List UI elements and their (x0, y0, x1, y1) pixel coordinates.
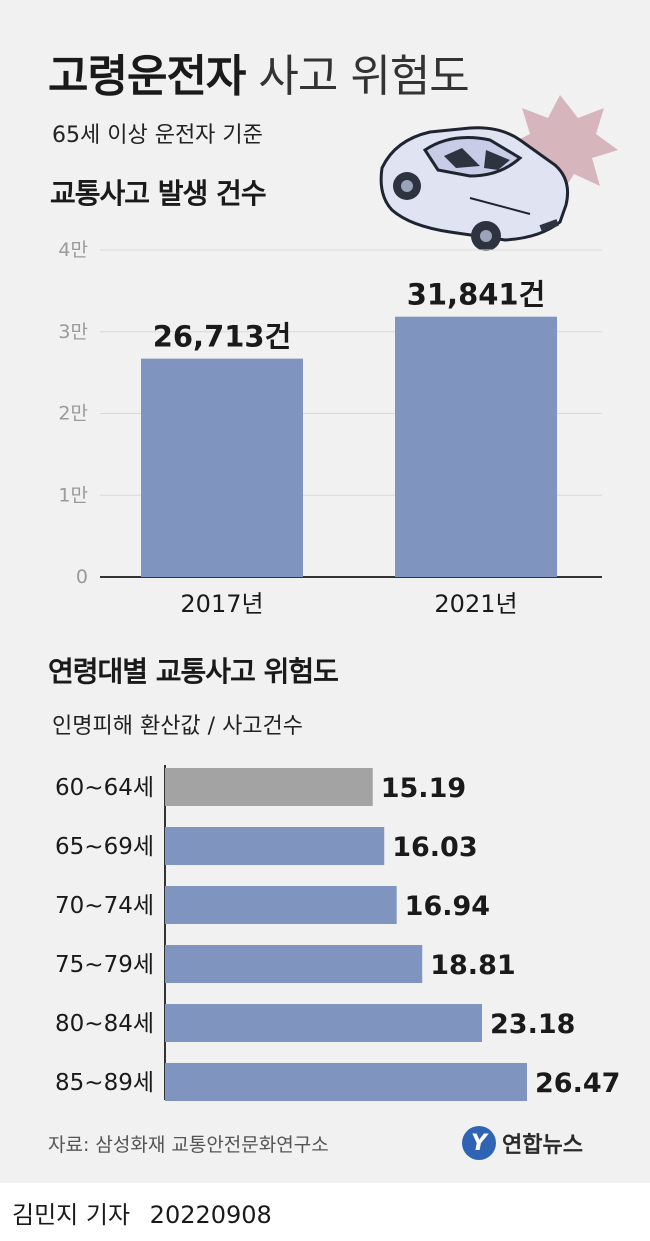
data-label: 16.03 (392, 832, 477, 863)
y-tick-label: 0 (76, 566, 88, 588)
bar (165, 1063, 527, 1101)
reporter-name: 김민지 기자 (12, 1201, 131, 1229)
data-label: 26,713건 (153, 320, 292, 354)
bar (395, 316, 557, 577)
bar (165, 768, 373, 806)
car-crash-illustration (379, 95, 618, 251)
y-tick-label: 2만 (58, 403, 88, 425)
bar (141, 358, 303, 577)
x-tick-label: 2021년 (434, 590, 517, 618)
page-subtitle: 65세 이상 운전자 기준 (52, 123, 263, 148)
y-tick-label: 3만 (58, 321, 88, 343)
data-label: 26.47 (535, 1068, 620, 1099)
bar (165, 827, 385, 865)
yonhap-logo-text: 연합뉴스 (502, 1133, 583, 1158)
data-label: 23.18 (490, 1009, 575, 1040)
x-tick-label: 2017년 (180, 590, 263, 618)
y-tick-label: 1만 (58, 484, 88, 506)
y-tick-label: 4만 (58, 239, 88, 261)
category-label: 85~89세 (55, 1070, 154, 1096)
bar (165, 886, 397, 924)
data-label: 15.19 (381, 773, 466, 804)
bar (165, 1004, 483, 1042)
publish-date: 20220908 (149, 1201, 272, 1229)
category-label: 60~64세 (55, 775, 154, 801)
title-light: 사고 위험도 (258, 51, 469, 102)
data-label: 31,841건 (407, 278, 546, 312)
title-bold: 고령운전자 (48, 51, 246, 102)
data-label: 16.94 (405, 891, 490, 922)
footer-strip (0, 1183, 650, 1241)
bar (165, 945, 423, 983)
vertical-bar-chart: 0 1만 2만 3만 4만 26,713건 2017년 31,841건 2021년 (58, 239, 602, 618)
horizontal-bar-chart: 60~64세 15.19 65~69세 16.03 70~74세 16.94 75~79세 1… (55, 765, 620, 1101)
category-label: 80~84세 (55, 1011, 154, 1037)
source-note: 자료: 삼성화재 교통안전문화연구소 (48, 1134, 329, 1156)
category-label: 75~79세 (55, 952, 154, 978)
yonhap-logo-icon: Y (462, 1126, 496, 1160)
byline: 김민지 기자 20220908 (12, 1195, 272, 1230)
data-label: 18.81 (430, 950, 515, 981)
category-label: 70~74세 (55, 893, 154, 919)
section2-title: 연령대별 교통사고 위험도 (48, 655, 339, 688)
section1-title: 교통사고 발생 건수 (50, 177, 267, 210)
page-title: 고령운전자 사고 위험도 (48, 40, 470, 104)
yonhap-logo: Y 연합뉴스 (462, 1126, 583, 1160)
car-icon (379, 126, 570, 251)
section2-subtitle: 인명피해 환산값 / 사고건수 (52, 714, 304, 739)
category-label: 65~69세 (55, 834, 154, 860)
